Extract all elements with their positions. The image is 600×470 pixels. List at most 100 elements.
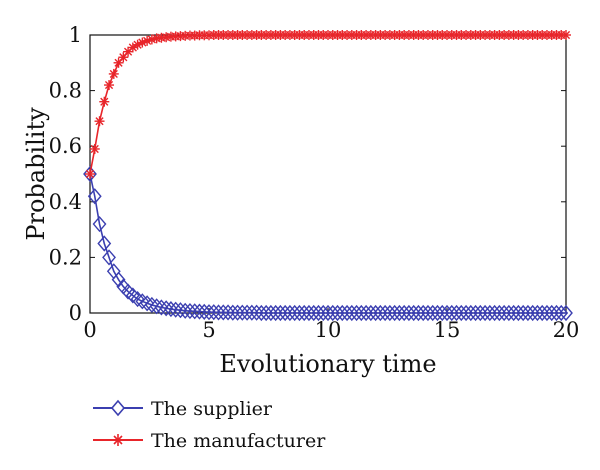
y-axis-title: Probability	[22, 107, 50, 241]
y-tick-label: 1	[69, 23, 82, 47]
supplier-point	[444, 304, 459, 322]
supplier-point	[354, 304, 369, 322]
supplier-point	[530, 304, 545, 322]
supplier-point	[292, 304, 307, 322]
supplier-point	[92, 215, 107, 233]
x-tick-label: 20	[553, 318, 580, 342]
supplier-point	[511, 304, 526, 322]
supplier-point	[468, 304, 483, 322]
supplier-point	[435, 304, 450, 322]
supplier-point	[535, 304, 550, 322]
supplier-point	[549, 304, 564, 322]
supplier-point	[520, 304, 535, 322]
supplier-point	[168, 301, 183, 318]
y-tick-label: 0.2	[49, 245, 82, 269]
supplier-point	[263, 304, 278, 322]
series-layer	[83, 30, 573, 322]
supplier-point	[102, 249, 116, 266]
legend-supplier-diamond-icon	[110, 399, 126, 417]
manufacturer-point	[99, 96, 110, 107]
manufacturer-point	[108, 68, 119, 79]
legend-manufacturer-asterisk-icon	[112, 434, 124, 446]
supplier-point	[87, 188, 102, 205]
supplier-point	[259, 304, 274, 322]
supplier-point	[482, 304, 497, 322]
supplier-point	[187, 303, 202, 320]
supplier-point	[144, 296, 159, 314]
manufacturer-point	[561, 30, 571, 40]
manufacturer-point	[104, 80, 115, 91]
y-tick-label: 0.4	[49, 190, 82, 214]
supplier-point	[454, 304, 469, 322]
supplier-point	[425, 304, 440, 322]
x-tick-label: 5	[202, 318, 215, 342]
supplier-point	[211, 304, 226, 321]
supplier-point	[406, 304, 421, 322]
supplier-point	[235, 304, 250, 321]
supplier-point	[325, 304, 340, 322]
supplier-point	[135, 293, 150, 310]
supplier-point	[192, 303, 207, 320]
supplier-point	[335, 304, 350, 322]
supplier-point	[506, 304, 521, 322]
supplier-point	[401, 304, 416, 322]
supplier-point	[340, 304, 354, 322]
supplier-point	[363, 304, 378, 322]
supplier-point	[297, 304, 312, 322]
supplier-point	[525, 304, 540, 322]
supplier-point	[368, 304, 383, 322]
supplier-point	[373, 304, 388, 322]
legend-manufacturer-label: The manufacturer	[151, 430, 326, 452]
supplier-point	[159, 300, 174, 317]
supplier-point	[178, 302, 193, 319]
supplier-point	[216, 304, 231, 321]
supplier-point	[282, 304, 297, 322]
supplier-point	[278, 304, 293, 322]
supplier-point	[140, 295, 155, 312]
supplier-point	[416, 304, 431, 322]
supplier-point	[449, 304, 464, 322]
supplier-point	[544, 304, 559, 322]
supplier-point	[230, 304, 245, 321]
supplier-point	[244, 304, 259, 321]
legend-supplier-label: The supplier	[151, 398, 273, 420]
supplier-point	[268, 304, 283, 322]
supplier-point	[516, 304, 531, 322]
supplier-point	[473, 304, 488, 322]
supplier-point	[111, 271, 126, 288]
supplier-point	[430, 304, 445, 322]
supplier-point	[254, 304, 269, 322]
supplier-point	[306, 304, 321, 322]
legend-item-supplier: The supplier	[93, 398, 273, 420]
supplier-point	[221, 304, 235, 321]
y-tick-label: 0.8	[49, 79, 82, 103]
x-tick-label: 15	[434, 318, 461, 342]
supplier-point	[206, 304, 221, 321]
supplier-point	[273, 304, 288, 322]
supplier-point	[440, 304, 454, 322]
supplier-point	[130, 291, 145, 308]
supplier-point	[463, 304, 478, 322]
supplier-point	[287, 304, 302, 322]
supplier-point	[559, 304, 573, 322]
supplier-point	[240, 304, 255, 321]
supplier-point	[382, 304, 397, 322]
supplier-point	[330, 304, 345, 322]
supplier-point	[478, 304, 493, 322]
y-axis: 0 0.2 0.4 0.6 0.8 1	[49, 23, 566, 325]
supplier-point	[173, 302, 188, 319]
manufacturer-point	[89, 143, 100, 154]
supplier-point	[183, 302, 197, 320]
supplier-point	[225, 304, 240, 321]
supplier-point	[492, 304, 507, 322]
supplier-point	[411, 304, 426, 322]
supplier-point	[302, 304, 316, 322]
supplier-point	[540, 304, 554, 322]
supplier-point	[487, 304, 502, 322]
supplier-point	[197, 303, 212, 320]
supplier-point	[97, 235, 112, 252]
supplier-point	[397, 304, 412, 322]
legend: The supplier The manufacturer	[93, 398, 326, 452]
supplier-point	[421, 304, 435, 322]
supplier-point	[497, 304, 512, 322]
